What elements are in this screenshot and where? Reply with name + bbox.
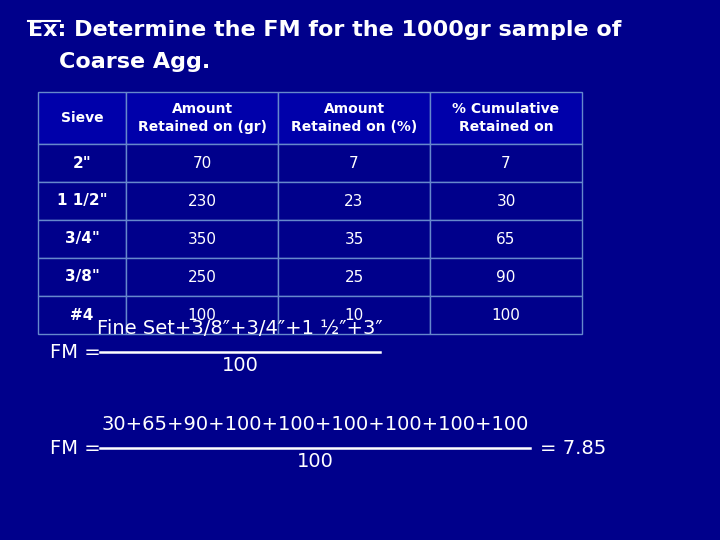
- Bar: [126, 144, 278, 182]
- Bar: [430, 258, 582, 296]
- Bar: [278, 296, 430, 334]
- Bar: [278, 220, 430, 258]
- Text: 7: 7: [501, 156, 510, 171]
- Text: 250: 250: [188, 269, 217, 285]
- Text: 100: 100: [492, 307, 521, 322]
- Text: 100: 100: [222, 356, 258, 375]
- Text: #4: #4: [71, 307, 94, 322]
- Text: 70: 70: [192, 156, 212, 171]
- Text: Fine Set+3/8″+3/4″+1 ½″+3″: Fine Set+3/8″+3/4″+1 ½″+3″: [97, 319, 383, 338]
- Text: 25: 25: [344, 269, 364, 285]
- Bar: [126, 182, 278, 220]
- Bar: [38, 220, 126, 258]
- Bar: [278, 258, 430, 296]
- Text: 100: 100: [188, 307, 217, 322]
- Text: 1 1/2": 1 1/2": [57, 193, 107, 208]
- Bar: [430, 92, 582, 144]
- Bar: [126, 296, 278, 334]
- Bar: [126, 258, 278, 296]
- Text: 10: 10: [344, 307, 364, 322]
- Bar: [430, 182, 582, 220]
- Bar: [38, 182, 126, 220]
- Text: FM =: FM =: [50, 438, 107, 457]
- Text: 100: 100: [297, 452, 333, 471]
- Text: 350: 350: [187, 232, 217, 246]
- Bar: [278, 92, 430, 144]
- Bar: [38, 258, 126, 296]
- Bar: [38, 144, 126, 182]
- Bar: [278, 144, 430, 182]
- Text: 30: 30: [496, 193, 516, 208]
- Text: 2": 2": [73, 156, 91, 171]
- Bar: [126, 220, 278, 258]
- Text: 230: 230: [187, 193, 217, 208]
- Text: Coarse Agg.: Coarse Agg.: [28, 52, 210, 72]
- Text: FM =: FM =: [50, 342, 107, 361]
- Bar: [38, 296, 126, 334]
- Text: 30+65+90+100+100+100+100+100+100: 30+65+90+100+100+100+100+100+100: [102, 415, 528, 434]
- Bar: [430, 296, 582, 334]
- Text: 7: 7: [349, 156, 359, 171]
- Bar: [126, 92, 278, 144]
- Text: 65: 65: [496, 232, 516, 246]
- Bar: [430, 220, 582, 258]
- Text: = 7.85: = 7.85: [540, 438, 606, 457]
- Text: 35: 35: [344, 232, 364, 246]
- Text: 23: 23: [344, 193, 364, 208]
- Text: % Cumulative
Retained on: % Cumulative Retained on: [452, 103, 559, 133]
- Text: Amount
Retained on (gr): Amount Retained on (gr): [138, 103, 266, 133]
- Bar: [430, 144, 582, 182]
- Bar: [278, 182, 430, 220]
- Text: 3/8": 3/8": [65, 269, 99, 285]
- Text: 3/4": 3/4": [65, 232, 99, 246]
- Text: Amount
Retained on (%): Amount Retained on (%): [291, 103, 417, 133]
- Text: Ex: Determine the FM for the 1000gr sample of: Ex: Determine the FM for the 1000gr samp…: [28, 20, 621, 40]
- Text: 90: 90: [496, 269, 516, 285]
- Bar: [38, 92, 126, 144]
- Text: Sieve: Sieve: [60, 111, 103, 125]
